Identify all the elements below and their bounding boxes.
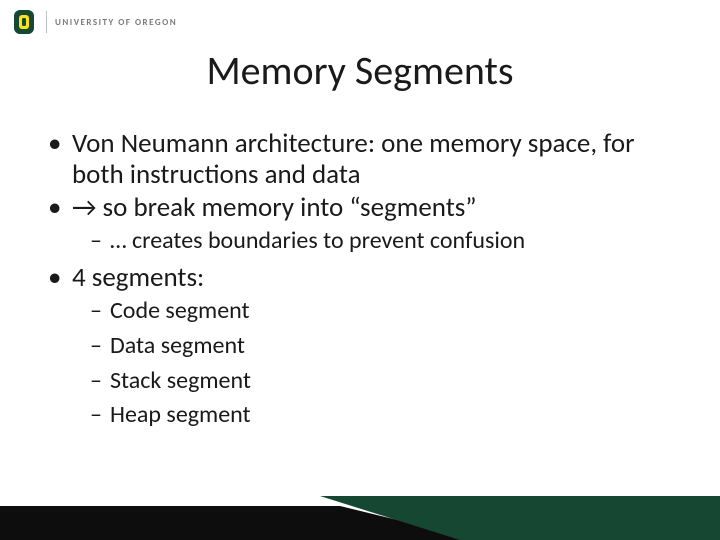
header: UNIVERSITY OF OREGON xyxy=(10,8,177,36)
org-name: UNIVERSITY OF OREGON xyxy=(55,17,177,28)
subbullet-text: … creates boundaries to prevent confusio… xyxy=(110,227,525,256)
bullet-dash-icon: – xyxy=(90,401,110,430)
bullet-dot-icon: • xyxy=(48,128,72,190)
bullet-dash-icon: – xyxy=(90,297,110,326)
bullet-dot-icon: • xyxy=(48,262,72,293)
subbullet-text: Heap segment xyxy=(110,401,251,430)
footer-shape-icon xyxy=(0,478,720,540)
bullet-dash-icon: – xyxy=(90,227,110,256)
bullet-dot-icon: • xyxy=(48,192,72,223)
slide-title: Memory Segments xyxy=(0,46,720,95)
subbullet-item: – Heap segment xyxy=(90,401,672,430)
subbullet-text: Stack segment xyxy=(110,367,251,396)
bullet-text: Von Neumann architecture: one memory spa… xyxy=(72,128,672,190)
subbullet-item: – Code segment xyxy=(90,297,672,326)
bullet-item: • 4 segments: xyxy=(48,262,672,293)
oregon-o-logo-icon xyxy=(10,8,38,36)
bullet-item: • → so break memory into “segments” xyxy=(48,192,672,223)
arrow-icon: → xyxy=(72,191,96,224)
bullet-text: 4 segments: xyxy=(72,262,204,293)
header-divider xyxy=(46,11,47,33)
slide: UNIVERSITY OF OREGON Memory Segments • V… xyxy=(0,0,720,540)
footer-band xyxy=(0,478,720,540)
subbullet-text: Code segment xyxy=(110,297,250,326)
slide-body: • Von Neumann architecture: one memory s… xyxy=(48,128,672,436)
bullet-item: • Von Neumann architecture: one memory s… xyxy=(48,128,672,190)
subbullet-item: – … creates boundaries to prevent confus… xyxy=(90,227,672,256)
subbullet-item: – Data segment xyxy=(90,332,672,361)
bullet-dash-icon: – xyxy=(90,332,110,361)
subbullet-text: Data segment xyxy=(110,332,245,361)
bullet-dash-icon: – xyxy=(90,367,110,396)
bullet-text: → so break memory into “segments” xyxy=(72,192,477,223)
subbullet-item: – Stack segment xyxy=(90,367,672,396)
